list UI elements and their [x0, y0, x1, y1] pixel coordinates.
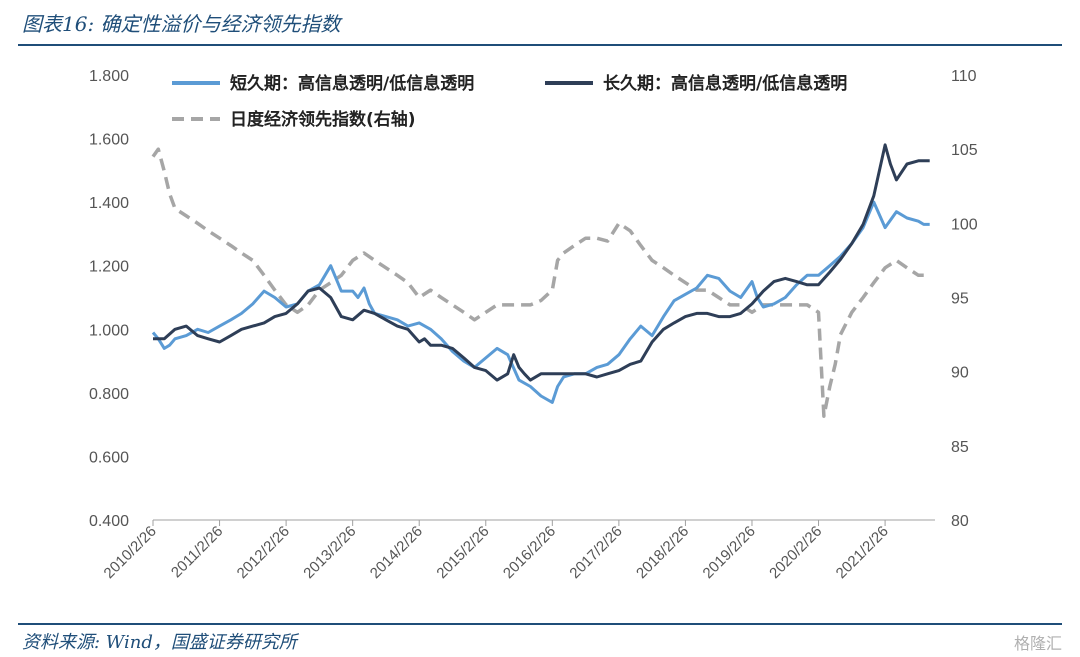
- x-tick-label: 2010/2/26: [101, 523, 160, 582]
- legend-label-1: 长久期：高信息透明/低信息透明: [603, 73, 847, 94]
- x-tick-label: 2016/2/26: [500, 523, 559, 582]
- legend: 短久期：高信息透明/低信息透明 长久期：高信息透明/低信息透明日度经济领先指数(右…: [172, 73, 847, 130]
- top-rule: [18, 44, 1062, 46]
- y-left-tick-label: 0.800: [89, 386, 129, 403]
- y-right-tick-label: 80: [951, 513, 969, 530]
- series-line-1: [153, 143, 930, 382]
- x-tick-label: 2020/2/26: [766, 523, 825, 582]
- x-tick-label: 2019/2/26: [700, 523, 759, 582]
- y-right-tick-label: 90: [951, 365, 969, 382]
- y-right-tick-label: 95: [951, 291, 969, 308]
- watermark-logo: 格隆汇: [1013, 634, 1062, 653]
- figure-title: 图表16: 确定性溢价与经济领先指数: [22, 12, 341, 36]
- y-left-tick-label: 1.000: [89, 322, 129, 339]
- legend-label-0: 短久期：高信息透明/低信息透明: [230, 73, 474, 94]
- x-tick-label: 2012/2/26: [234, 523, 293, 582]
- legend-label-2: 日度经济领先指数(右轴): [230, 109, 416, 130]
- series-line-2: [151, 147, 930, 418]
- x-tick-label: 2011/2/26: [168, 523, 226, 581]
- y-left-tick-label: 0.600: [89, 449, 129, 466]
- x-tick-label: 2018/2/26: [633, 523, 692, 582]
- bottom-rule: [18, 623, 1062, 625]
- source-note: 资料来源: Wind，国盛证券研究所: [22, 632, 297, 653]
- y-left-tick-label: 0.400: [89, 513, 129, 530]
- y-right-tick-label: 85: [951, 439, 969, 456]
- x-tick-label: 2013/2/26: [300, 523, 359, 582]
- y-left-tick-label: 1.200: [89, 259, 129, 276]
- y-right-tick-label: 110: [951, 68, 977, 85]
- series-layer: [151, 143, 930, 418]
- y-right-tick-label: 100: [951, 216, 978, 233]
- x-tick-label: 2021/2/26: [833, 523, 892, 582]
- y-right-tick-label: 105: [951, 142, 978, 159]
- y-left-tick-label: 1.400: [89, 195, 129, 212]
- x-tick-label: 2017/2/26: [566, 523, 625, 582]
- x-tick-label: 2015/2/26: [433, 523, 492, 582]
- y-left-tick-label: 1.800: [89, 68, 129, 85]
- y-left-tick-label: 1.600: [89, 132, 129, 149]
- x-tick-label: 2014/2/26: [367, 523, 426, 582]
